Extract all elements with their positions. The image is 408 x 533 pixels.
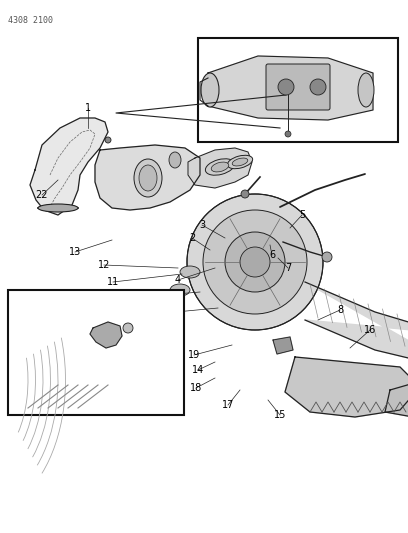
Ellipse shape: [201, 73, 219, 107]
Polygon shape: [188, 148, 252, 188]
Polygon shape: [285, 357, 408, 417]
Text: 9: 9: [141, 310, 147, 320]
Polygon shape: [95, 145, 200, 210]
Text: 5: 5: [299, 210, 305, 220]
Circle shape: [310, 79, 326, 95]
Text: 1: 1: [85, 103, 91, 113]
Ellipse shape: [205, 159, 235, 175]
Circle shape: [278, 79, 294, 95]
Ellipse shape: [134, 159, 162, 197]
Ellipse shape: [180, 266, 200, 278]
Text: 25: 25: [247, 125, 259, 135]
Text: 17: 17: [222, 400, 234, 410]
Circle shape: [187, 194, 323, 330]
Text: 8: 8: [263, 45, 269, 55]
Text: 22: 22: [36, 190, 48, 200]
Text: 8: 8: [337, 305, 343, 315]
Bar: [8, 290, 184, 415]
Ellipse shape: [170, 284, 190, 296]
Circle shape: [241, 190, 249, 198]
Polygon shape: [385, 377, 408, 420]
Text: 13: 13: [69, 247, 81, 257]
Circle shape: [105, 137, 111, 143]
Text: 15: 15: [274, 410, 286, 420]
Text: 14: 14: [57, 397, 69, 407]
Ellipse shape: [169, 152, 181, 168]
Text: 7: 7: [285, 263, 291, 273]
Text: 12: 12: [98, 260, 110, 270]
Circle shape: [203, 210, 307, 314]
Polygon shape: [305, 282, 408, 367]
Ellipse shape: [38, 204, 78, 212]
Circle shape: [322, 252, 332, 262]
Text: 18: 18: [190, 383, 202, 393]
Circle shape: [225, 232, 285, 292]
Circle shape: [123, 323, 133, 333]
Text: 4: 4: [175, 275, 181, 285]
Text: 4308 2100: 4308 2100: [8, 16, 53, 25]
Polygon shape: [208, 56, 373, 120]
Text: 20: 20: [90, 307, 102, 317]
Text: 19: 19: [188, 350, 200, 360]
Polygon shape: [30, 118, 108, 215]
Ellipse shape: [227, 155, 253, 169]
Text: 11: 11: [107, 277, 119, 287]
Ellipse shape: [232, 158, 248, 166]
Text: 16: 16: [364, 325, 376, 335]
Text: 2: 2: [189, 233, 195, 243]
Circle shape: [285, 131, 291, 137]
Text: 24: 24: [360, 121, 372, 131]
Ellipse shape: [358, 73, 374, 107]
Ellipse shape: [139, 165, 157, 191]
Text: 3: 3: [199, 220, 205, 230]
Text: 10: 10: [122, 293, 134, 303]
Text: 14: 14: [192, 365, 204, 375]
Circle shape: [240, 247, 270, 277]
Bar: [198, 38, 398, 142]
Polygon shape: [90, 322, 122, 348]
Text: 6: 6: [269, 250, 275, 260]
Polygon shape: [273, 337, 293, 354]
Text: 21: 21: [140, 312, 152, 322]
FancyBboxPatch shape: [266, 64, 330, 110]
Ellipse shape: [211, 162, 229, 172]
